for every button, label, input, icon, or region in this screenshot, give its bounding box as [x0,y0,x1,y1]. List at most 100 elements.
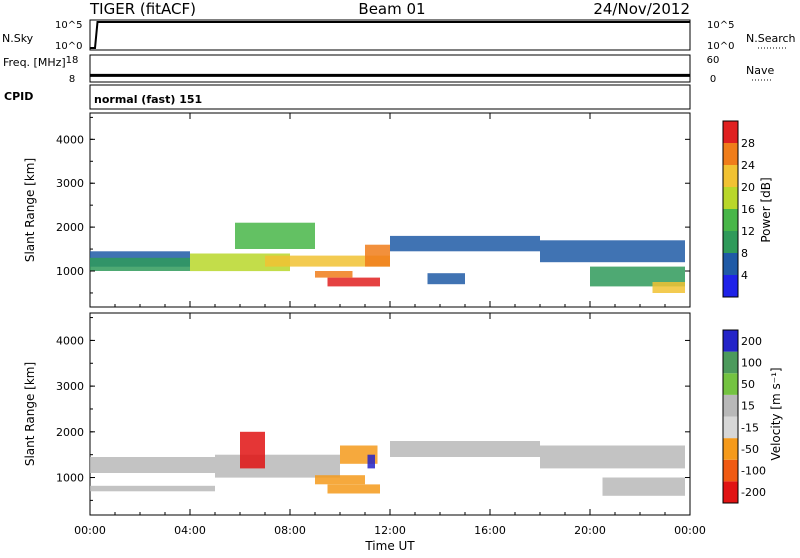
velocity-y-ticks: 1000 2000 3000 4000 [56,317,690,501]
power-colorbar-tick: 12 [741,225,755,238]
y-tick-label: 3000 [56,177,84,190]
nave-tick-top: 60 [707,55,720,66]
y-tick-label: 4000 [56,133,84,146]
nsearch-label: N.Search [746,32,796,45]
velocity-colorbar: -200 -100 -50 -15 15 50 100 200 [722,329,766,504]
velocity-colorbar-segment [723,330,738,352]
power-colorbar-tick: 8 [741,247,748,260]
velocity-colorbar-segment [723,481,738,503]
scatter-band [590,266,685,287]
power-colorbar-segment [723,143,738,165]
power-colorbar: 4 8 12 16 20 24 28 [722,120,755,298]
power-colorbar-tick: 28 [741,137,755,150]
freq-label-text: Freq. [MHz] [3,56,66,69]
x-tick-label: 12:00 [374,524,406,537]
scatter-band [90,485,215,492]
scatter-band [315,475,365,485]
x-tick-label: 08:00 [274,524,306,537]
y-tick-label: 4000 [56,334,84,347]
nsky-tick-bottom: 10^0 [55,41,82,52]
x-tick-label: 04:00 [174,524,206,537]
scatter-band [390,235,540,252]
scatter-band [602,477,685,496]
scatter-band [427,273,465,285]
velocity-colorbar-label: Velocity [m s⁻¹] [769,367,783,460]
velocity-colorbar-segment [723,459,738,482]
power-y-ticks: 1000 2000 3000 4000 [56,116,690,294]
scatter-band [90,257,190,271]
velocity-panel-frame [89,312,691,516]
x-tick-label: 16:00 [474,524,506,537]
scatter-band [540,445,685,469]
y-tick-label: 3000 [56,380,84,393]
scatter-band [540,240,685,263]
cpid-text: normal (fast) 151 [94,93,202,106]
velocity-ylabel: Slant Range [km] [23,362,37,466]
velocity-colorbar-tick: 15 [741,400,755,413]
velocity-colorbar-tick: 50 [741,378,755,391]
scatter-band [652,282,685,293]
power-colorbar-frame [722,120,739,298]
freq-tick-bottom: 8 [69,74,75,85]
velocity-colorbar-segment [723,351,738,374]
scatter-band [390,441,540,457]
nave-label: Nave [746,64,774,77]
power-colorbar-segment [723,187,738,209]
scatter-band [240,431,265,469]
velocity-colorbar-tick: -200 [741,486,766,499]
x-ticks: 00:00 04:00 08:00 12:00 16:00 20:00 00:00 [74,113,706,537]
y-tick-label: 1000 [56,265,84,278]
power-colorbar-tick: 16 [741,203,755,216]
velocity-colorbar-segment [723,438,738,460]
scatter-band [327,484,380,494]
power-colorbar-segment [723,121,738,143]
power-colorbar-segment [723,165,738,187]
nsky-label: N.Sky [2,32,34,45]
scatter-band [315,271,353,278]
power-ylabel: Slant Range [km] [23,158,37,262]
freq-tick-top: 18 [66,55,79,66]
velocity-colorbar-segment [723,416,738,439]
velocity-colorbar-tick: -15 [741,421,759,434]
scatter-band [265,255,390,267]
power-colorbar-tick: 24 [741,159,755,172]
scatter-band [235,222,315,249]
velocity-colorbar-frame [722,329,739,504]
power-colorbar-segment [723,231,738,253]
freq-label: Freq. [MHz] [3,56,66,69]
cpid-label: CPID [4,90,33,103]
y-tick-label: 2000 [56,221,84,234]
scatter-band [215,454,340,478]
power-colorbar-segment [723,253,738,275]
freq-panel-frame [89,54,691,83]
velocity-colorbar-segment [723,394,738,417]
nave-tick-bottom: 0 [710,74,716,85]
velocity-colorbar-segment [723,373,738,395]
header-center: Beam 01 [358,0,425,18]
velocity-bands [90,431,685,496]
power-colorbar-segment [723,275,738,297]
x-tick-label: 00:00 [74,524,106,537]
x-tick-label: 20:00 [574,524,606,537]
scatter-band [367,454,375,469]
header-left: TIGER (fitACF) [89,0,196,18]
x-tick-label: 00:00 [674,524,706,537]
velocity-colorbar-tick: 100 [741,356,762,369]
y-tick-label: 2000 [56,426,84,439]
power-colorbar-tick: 4 [741,269,748,282]
header-right: 24/Nov/2012 [593,0,690,18]
nsearch-tick-top: 10^5 [707,20,734,31]
scatter-band [327,277,380,287]
power-colorbar-segment [723,209,738,231]
x-axis-label: Time UT [364,539,415,553]
nsky-tick-top: 10^5 [55,20,82,31]
nsky-trace [90,21,690,49]
power-colorbar-label: Power [dB] [759,177,773,242]
velocity-colorbar-tick: -100 [741,465,766,478]
cpid-panel-frame [89,84,691,110]
power-colorbar-tick: 20 [741,181,755,194]
scatter-band [90,457,215,473]
nsearch-tick-bottom: 10^0 [707,41,734,52]
